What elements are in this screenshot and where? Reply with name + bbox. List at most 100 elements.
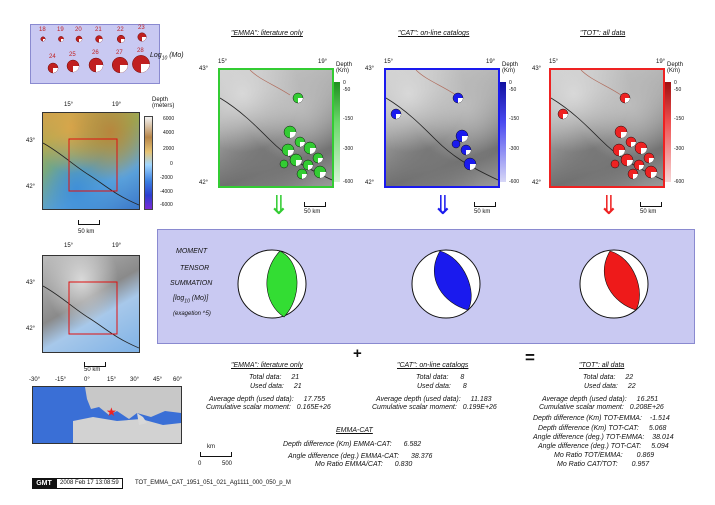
mag-label-26: 26 (92, 50, 99, 56)
mag-label-21: 21 (95, 27, 102, 33)
topo-lat-bottom: 42° (26, 184, 36, 190)
arrow-down-cat: ⇓ (432, 190, 454, 220)
world-scale-tick-1: 500 (222, 461, 233, 467)
world-lon-tick-5: 45° (153, 377, 163, 383)
mag-label-28: 28 (137, 48, 144, 54)
world-scale-tick-0: 0 (198, 461, 202, 467)
stats-emma-line-2: Average depth (used data): 17.755 (209, 396, 326, 403)
gray-lat-bottom: 42° (26, 326, 36, 332)
cat-lon-right: 19° (486, 59, 496, 65)
stats-title-cat: "CAT": on-line catalogs (397, 362, 469, 369)
topo-lat-top: 43° (26, 138, 36, 144)
emma-depth-tick-2: -150 (343, 116, 354, 122)
mag-label-18: 18 (39, 27, 46, 33)
panel-title-emma: "EMMA": literature only (231, 30, 303, 37)
cat-lat-top: 43° (365, 66, 375, 72)
emma-depth-tick-3: -300 (343, 146, 354, 152)
stats-emma-cat-line-0: Depth difference (Km) EMMA-CAT: 6.582 (283, 441, 422, 448)
summation-line-3: SUMMATION (170, 280, 213, 287)
cat-scale-bar (474, 202, 496, 207)
footer-filename: TOT_EMMA_CAT_1951_051_021_Ag1111_000_050… (135, 480, 291, 486)
stats-tot-line-8: Mo Ratio TOT/EMMA: 0.869 (554, 452, 655, 459)
topo-scale-bar (78, 220, 100, 225)
tot-depth-tick-1: -50 (674, 87, 682, 93)
topo-elev-colorbar (144, 116, 153, 210)
mag-label-25: 25 (69, 52, 76, 58)
topo-map-overlay (43, 138, 139, 206)
beachball-cat (411, 249, 481, 319)
arrow-down-tot: ⇓ (598, 190, 620, 220)
tot-depth-tick-4: -600 (674, 179, 685, 185)
stats-tot-line-9: Mo Ratio CAT/TOT: 0.957 (557, 461, 650, 468)
tot-scale-bar (640, 202, 662, 207)
emma-lon-right: 19° (318, 59, 328, 65)
panel-title-cat: "CAT": on-line catalogs (398, 30, 470, 37)
cat-depth-tick-4: -600 (509, 179, 520, 185)
emma-scale-bar (304, 202, 326, 207)
summation-panel: MOMENT TENSOR SUMMATION [log10 (Mo)] (ex… (157, 229, 695, 344)
stats-tot-line-6: Angle difference (deg.) TOT-EMMA: 38.014 (533, 434, 674, 441)
stats-tot-line-4: Depth difference (Km) TOT-EMMA: -1.514 (533, 415, 670, 422)
stats-title-emma: "EMMA": literature only (231, 362, 303, 369)
mag-label-19: 19 (57, 27, 64, 33)
world-lon-tick-1: -15° (55, 377, 67, 383)
stats-tot-line-0: Total data: 22 (583, 374, 634, 381)
topo-elev-tick-2: 2000 (163, 146, 175, 152)
emma-depth-colorbar (334, 82, 340, 182)
gmt-logo-text: GMT (36, 480, 52, 487)
emma-scale-label: 50 km (304, 209, 321, 215)
mag-label-23: 23 (138, 25, 145, 31)
stats-title-emma-cat: EMMA-CAT (336, 427, 373, 434)
emma-lon-left: 15° (218, 59, 228, 65)
cat-depth-tick-3: -300 (509, 146, 520, 152)
magnitude-legend: 18 19 20 21 22 23 24 25 26 27 28 (30, 24, 160, 84)
stats-title-tot: "TOT": all data (579, 362, 625, 369)
gray-scale-label: 50 km (84, 367, 101, 373)
world-lon-tick-4: 30° (130, 377, 140, 383)
beachball-emma (237, 249, 307, 319)
topo-elev-tick-4: -2000 (160, 175, 173, 181)
topo-map (42, 112, 140, 210)
summation-line-4: [log10 (Mo)] (173, 295, 209, 305)
stats-tot-line-5: Depth difference (Km) TOT-CAT: 5.068 (538, 425, 667, 432)
cat-lat-bottom: 42° (365, 180, 375, 186)
tot-depth-colorbar (665, 82, 671, 182)
world-lon-tick-3: 15° (107, 377, 117, 383)
gray-scale-bar (84, 362, 106, 367)
cat-scale-label: 50 km (474, 209, 491, 215)
emma-lat-bottom: 42° (199, 180, 209, 186)
world-lon-tick-0: -30° (29, 377, 41, 383)
stats-tot-line-1: Used data: 22 (584, 383, 636, 390)
arrow-down-emma: ⇓ (268, 190, 290, 220)
gray-map (42, 255, 140, 353)
stats-emma-line-0: Total data: 21 (249, 374, 300, 381)
emma-depth-tick-4: -600 (343, 179, 354, 185)
tot-scale-label: 50 km (640, 209, 657, 215)
cat-lon-left: 15° (384, 59, 394, 65)
stats-tot-line-7: Angle difference (deg.) TOT-CAT: 5.094 (538, 443, 669, 450)
world-map-overlay: ★ (73, 387, 181, 443)
stats-tot-line-3: Cumulative scalar moment: 0.208E+26 (539, 404, 664, 411)
mag-label-27: 27 (116, 50, 123, 56)
stats-cat-line-0: Total data: 8 (416, 374, 465, 381)
magnitude-beachball-row (40, 32, 150, 74)
svg-text:★: ★ (106, 405, 117, 419)
world-lon-tick-2: 0° (84, 377, 90, 383)
plus-operator: + (353, 345, 362, 362)
cat-depth-tick-1: -50 (509, 87, 517, 93)
topo-scale-label: 50 km (78, 229, 95, 235)
tot-lon-right: 19° (656, 59, 666, 65)
cat-depth-tick-0: 0 (509, 80, 512, 86)
topo-elev-tick-5: -4000 (160, 189, 173, 195)
tot-depth-tick-3: -300 (674, 146, 685, 152)
topo-elev-tick-3: 0 (170, 161, 173, 167)
summation-line-5: (exagetion ^5) (173, 311, 211, 317)
gray-lon-right: 19° (112, 243, 122, 249)
world-scale-unit: km (207, 444, 215, 450)
cat-depth-tick-2: -150 (509, 116, 520, 122)
tot-lat-bottom: 42° (532, 180, 542, 186)
cat-events (386, 70, 498, 181)
mag-label-22: 22 (117, 27, 124, 33)
topo-elev-title: Depth (meters) (152, 97, 175, 109)
tot-events (551, 70, 663, 181)
